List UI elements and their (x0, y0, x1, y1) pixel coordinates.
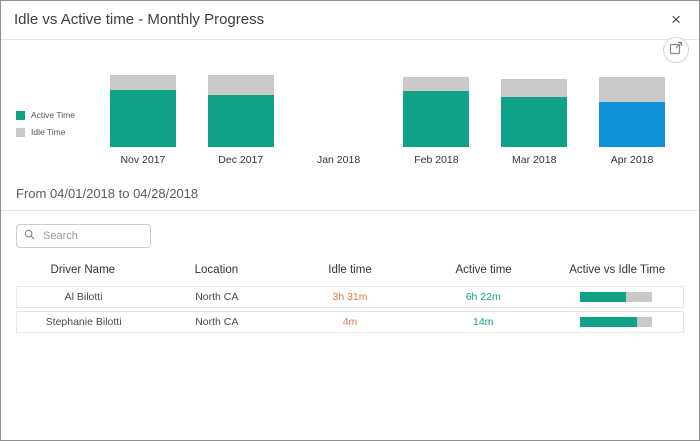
search-icon (24, 227, 35, 245)
export-chart-button[interactable] (663, 37, 689, 63)
idle-segment (599, 77, 666, 102)
active-segment (403, 91, 470, 147)
dialog-titlebar: Idle vs Active time - Monthly Progress × (1, 1, 699, 40)
chart-bar-feb-2018[interactable]: Feb 2018 (387, 70, 485, 166)
idle-time-swatch (16, 127, 25, 137)
chart-legend: Active Time Idle Time (16, 110, 94, 144)
idle-time: 4m (342, 316, 358, 328)
active-segment (501, 97, 568, 147)
dialog-title: Idle vs Active time - Monthly Progress (14, 11, 265, 28)
active-fill (580, 292, 627, 302)
date-range-label: From 04/01/2018 to 04/28/2018 (16, 186, 199, 201)
chart-area: Active Time Idle Time Nov 2017 Dec 2017 Ja… (1, 70, 699, 166)
chart-category-label: Jan 2018 (316, 154, 361, 166)
active-vs-idle-bar (580, 292, 653, 302)
active-vs-idle-bar (580, 317, 653, 327)
idle-segment (109, 75, 176, 90)
legend-item-active[interactable]: Active Time (16, 110, 94, 120)
active-time: 14m (472, 316, 494, 328)
driver-name: Stephanie Bilotti (45, 316, 122, 328)
table-header: Driver Name Location Idle time Active ti… (16, 254, 684, 286)
search-box[interactable] (16, 224, 151, 248)
idle-segment (403, 77, 470, 91)
idle-time: 3h 31m (332, 291, 368, 303)
chart-bar-mar-2018[interactable]: Mar 2018 (485, 70, 583, 166)
chart-bar-dec-2017[interactable]: Dec 2017 (192, 70, 290, 166)
drivers-table: Driver Name Location Idle time Active ti… (16, 254, 684, 333)
active-segment (207, 95, 274, 147)
active-vs-idle-cell (550, 317, 683, 327)
active-segment (599, 102, 666, 147)
column-header-active-vs-idle: Active vs Idle Time (569, 264, 666, 276)
chart-bar-jan-2018[interactable]: Jan 2018 (290, 70, 388, 166)
table-body: Al Bilotti North CA 3h 31m 6h 22m Stephanie … (16, 286, 684, 333)
column-header-active-time: Active time (455, 264, 512, 276)
chart-category-label: Nov 2017 (120, 154, 166, 166)
legend-item-idle[interactable]: Idle Time (16, 127, 94, 137)
driver-name: Al Bilotti (64, 291, 103, 303)
chart-category-label: Dec 2017 (218, 154, 264, 166)
chart-category-label: Mar 2018 (512, 154, 557, 166)
active-time-swatch (16, 110, 25, 120)
close-icon[interactable]: × (671, 10, 681, 29)
column-header-idle-time: Idle time (328, 264, 372, 276)
active-time: 6h 22m (465, 291, 501, 303)
export-icon (669, 41, 683, 60)
location: North CA (195, 316, 239, 328)
chart-bar-nov-2017[interactable]: Nov 2017 (94, 70, 192, 166)
active-segment (109, 90, 176, 147)
idle-segment (501, 79, 568, 97)
legend-label: Idle Time (31, 127, 66, 137)
legend-label: Active Time (31, 110, 75, 120)
divider (1, 210, 699, 211)
bar-chart: Nov 2017 Dec 2017 Jan 2018 Feb 2018 Mar 2018… (94, 70, 681, 166)
column-header-location: Location (194, 264, 239, 276)
location: North CA (195, 291, 239, 303)
chart-category-label: Apr 2018 (610, 154, 654, 166)
idle-segment (207, 75, 274, 95)
active-fill (580, 317, 637, 327)
table-row[interactable]: Stephanie Bilotti North CA 4m 14m (16, 311, 684, 333)
active-vs-idle-cell (550, 292, 683, 302)
chart-category-label: Feb 2018 (414, 154, 459, 166)
search-input[interactable] (41, 229, 143, 243)
chart-bar-apr-2018[interactable]: Apr 2018 (583, 70, 681, 166)
column-header-driver-name: Driver Name (50, 264, 116, 276)
table-row[interactable]: Al Bilotti North CA 3h 31m 6h 22m (16, 286, 684, 308)
